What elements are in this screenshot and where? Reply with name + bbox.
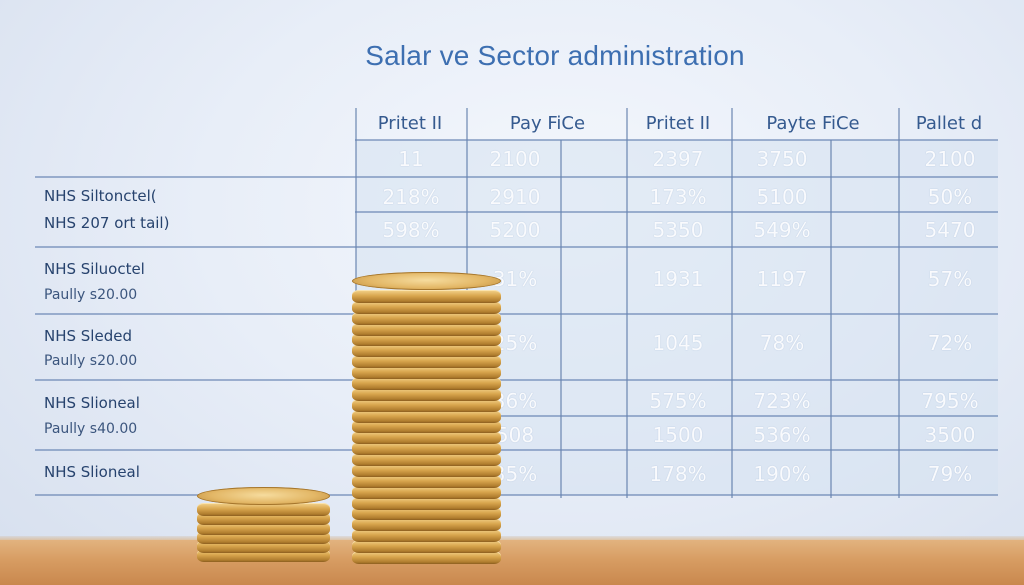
grid-hline bbox=[355, 415, 998, 417]
table-cell: 5470 bbox=[924, 218, 976, 242]
grid-hline bbox=[35, 176, 998, 178]
grid-vline bbox=[830, 140, 832, 498]
table-edge bbox=[0, 536, 1024, 542]
table-cell: 549% bbox=[753, 218, 811, 242]
grid-hline bbox=[35, 313, 998, 315]
row-label: NHS Slioneal bbox=[44, 394, 140, 412]
grid-hline bbox=[35, 379, 998, 381]
table-cell: 173% bbox=[649, 185, 707, 209]
coin bbox=[352, 376, 501, 390]
column-header-1: Pritet II bbox=[377, 113, 443, 134]
column-header-2: Pay FiCe bbox=[509, 113, 586, 134]
coin bbox=[352, 540, 501, 554]
small-coin-stack bbox=[197, 487, 330, 562]
row-sublabel: Paully s20.00 bbox=[44, 353, 138, 369]
grid-vline bbox=[898, 108, 900, 498]
coin bbox=[352, 485, 501, 499]
table-cell: 190% bbox=[753, 462, 811, 486]
grid-hline bbox=[355, 139, 998, 141]
table-cell: 2397 bbox=[652, 147, 704, 171]
coin bbox=[352, 344, 501, 358]
table-cell: 795% bbox=[921, 389, 979, 413]
grid-hline bbox=[35, 494, 998, 496]
coin bbox=[352, 300, 501, 314]
column-header-4: Payte FiCe bbox=[766, 113, 860, 134]
table-cell: 1197 bbox=[756, 267, 808, 291]
coin bbox=[352, 387, 501, 401]
coin bbox=[352, 463, 501, 477]
coin bbox=[352, 529, 501, 543]
chart-title: Salar ve Sector administration bbox=[365, 40, 745, 71]
table-cell: 3750 bbox=[756, 147, 808, 171]
row-label: NHS Siluoctel bbox=[44, 260, 145, 278]
row-sublabel: Paully s40.00 bbox=[44, 421, 138, 437]
grid-hline bbox=[35, 449, 998, 451]
coin bbox=[352, 431, 501, 445]
table-cell: 3500 bbox=[924, 423, 976, 447]
table-cell: 723% bbox=[753, 389, 811, 413]
column-header-3: Pritet II bbox=[645, 113, 711, 134]
table-cell: 536% bbox=[753, 423, 811, 447]
coin bbox=[352, 322, 501, 336]
coin bbox=[352, 518, 501, 532]
table-cell: 178% bbox=[649, 462, 707, 486]
coin-top-face bbox=[352, 272, 501, 290]
coin bbox=[352, 355, 501, 369]
coin bbox=[352, 333, 501, 347]
coin bbox=[352, 409, 501, 423]
row-label: NHS Sleded bbox=[44, 327, 132, 345]
coin bbox=[352, 442, 501, 456]
grid-hline bbox=[35, 246, 998, 248]
table-cell: 5100 bbox=[756, 185, 808, 209]
coin bbox=[352, 398, 501, 412]
tall-coin-stack bbox=[352, 272, 501, 564]
grid-hline bbox=[355, 211, 998, 213]
table-cell: 78% bbox=[759, 331, 805, 355]
coin bbox=[352, 366, 501, 380]
grid-vline bbox=[731, 108, 733, 498]
coin bbox=[352, 453, 501, 467]
table-cell: 575% bbox=[649, 389, 707, 413]
grid-vline bbox=[626, 108, 628, 498]
coin bbox=[352, 420, 501, 434]
coin bbox=[352, 496, 501, 510]
table-cell: 1931 bbox=[652, 267, 704, 291]
coin bbox=[352, 289, 501, 303]
coin bbox=[352, 507, 501, 521]
table-cell: 1500 bbox=[652, 423, 704, 447]
table-cell: 57% bbox=[927, 267, 973, 291]
column-header-5: Pallet d bbox=[915, 113, 983, 134]
row-sublabel: Paully s20.00 bbox=[44, 287, 138, 303]
table-cell: 598% bbox=[382, 218, 440, 242]
coin bbox=[352, 474, 501, 488]
table-cell: 72% bbox=[927, 331, 973, 355]
wooden-tabletop bbox=[0, 540, 1024, 585]
table-cell: 2100 bbox=[924, 147, 976, 171]
table-cell: 50% bbox=[927, 185, 973, 209]
table-cell: 508 bbox=[495, 423, 535, 447]
table-cell: 1045 bbox=[652, 331, 704, 355]
table-cell: 5350 bbox=[652, 218, 704, 242]
table-cell: 5200 bbox=[489, 218, 541, 242]
table-cell: 11 bbox=[398, 147, 424, 171]
coin bbox=[352, 551, 501, 564]
coin bbox=[352, 311, 501, 325]
table-cell: 218% bbox=[382, 185, 440, 209]
row-label: NHS 207 ort tail) bbox=[44, 214, 170, 232]
table-cell: 2910 bbox=[489, 185, 541, 209]
table-cell: 79% bbox=[927, 462, 973, 486]
grid-vline bbox=[560, 140, 562, 498]
coin bbox=[197, 503, 330, 517]
coin-top-face bbox=[197, 487, 330, 505]
row-label: NHS Siltonctel( bbox=[44, 187, 157, 205]
table-cell: 2100 bbox=[489, 147, 541, 171]
row-label: NHS Slioneal bbox=[44, 463, 140, 481]
